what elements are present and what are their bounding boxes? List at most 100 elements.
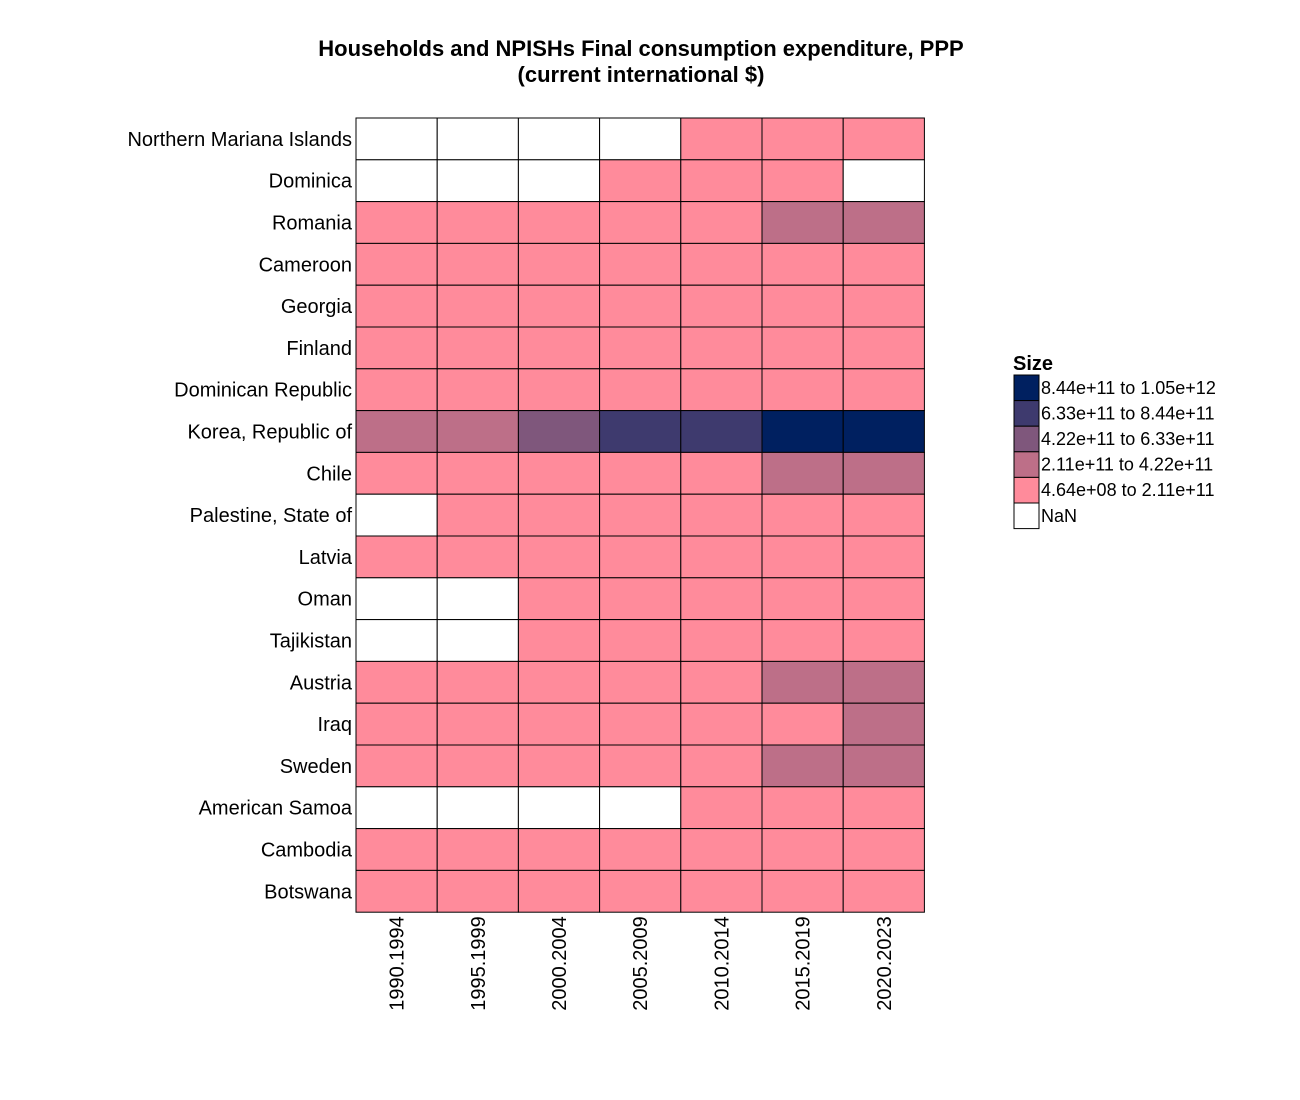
heatmap-cell [599, 660, 682, 704]
heatmap-cell [599, 284, 682, 328]
heatmap-cell [436, 869, 519, 913]
heatmap-cell [436, 368, 519, 412]
heatmap-cell [436, 159, 519, 203]
heatmap-cell [355, 577, 438, 621]
heatmap-cell [436, 619, 519, 662]
heatmap-cell [355, 744, 438, 788]
heatmap-cell [842, 869, 925, 913]
heatmap-cell [436, 117, 519, 161]
heatmap-cell [761, 284, 844, 328]
heatmap-cell [761, 786, 844, 830]
legend-label: 8.44e+11 to 1.05e+12 [1041, 378, 1216, 398]
column-label: 1990.1994 [387, 916, 409, 1011]
heatmap-cell [355, 493, 438, 537]
heatmap-cell [842, 493, 925, 537]
heatmap-cell [436, 577, 519, 621]
heatmap-cell [436, 702, 519, 746]
heatmap-cell [680, 159, 763, 203]
legend-label: NaN [1041, 506, 1077, 526]
heatmap-cell [355, 660, 438, 704]
heatmap-cell [761, 869, 844, 913]
heatmap-cell [517, 326, 601, 370]
row-label: Oman [298, 589, 352, 611]
heatmap-cell [842, 326, 925, 370]
heatmap-cell [517, 786, 601, 830]
heatmap-cell [355, 326, 438, 370]
heatmap-cell [517, 619, 601, 662]
heatmap-cell [599, 159, 682, 203]
row-label: Cameroon [259, 254, 352, 276]
heatmap-cell [680, 828, 763, 871]
legend-label: 4.64e+08 to 2.11e+11 [1041, 480, 1215, 500]
heatmap-cell [680, 535, 763, 579]
column-label: 2005.2009 [630, 916, 652, 1011]
heatmap-cell [517, 744, 601, 788]
heatmap-cell [436, 744, 519, 788]
heatmap-cells [355, 117, 925, 913]
heatmap-cell [355, 535, 438, 579]
heatmap-cell [599, 326, 682, 370]
heatmap-cell [761, 201, 844, 244]
heatmap-cell [599, 451, 682, 495]
heatmap-cell [517, 242, 601, 286]
heatmap-cell [842, 786, 925, 830]
heatmap-cell [599, 786, 682, 830]
row-label: Dominica [269, 171, 353, 193]
legend-items: 8.44e+11 to 1.05e+12 6.33e+11 to 8.44e+11… [1013, 374, 1216, 530]
heatmap-cell [842, 619, 925, 662]
heatmap-cell [842, 702, 925, 746]
heatmap-cell [436, 451, 519, 495]
heatmap-cell [842, 828, 925, 871]
heatmap-cell [842, 117, 925, 161]
heatmap-cell [761, 493, 844, 537]
heatmap-cell [517, 535, 601, 579]
column-label: 2015.2019 [793, 916, 815, 1011]
heatmap-cell [761, 577, 844, 621]
heatmap-cell [517, 117, 601, 161]
row-label: Romania [272, 213, 353, 235]
heatmap-cell [436, 284, 519, 328]
heatmap-cell [517, 201, 601, 244]
heatmap-cell [761, 451, 844, 495]
legend-swatch [1013, 374, 1040, 402]
heatmap-cell [355, 410, 438, 453]
row-label: Latvia [299, 547, 353, 569]
heatmap-cell [761, 744, 844, 788]
heatmap-cell [680, 744, 763, 788]
heatmap-cell [517, 828, 601, 871]
row-label: Tajikistan [270, 631, 352, 653]
heatmap-cell [761, 702, 844, 746]
legend-swatch [1013, 476, 1040, 504]
heatmap-cell [842, 660, 925, 704]
legend: Size 8.44e+11 to 1.05e+12 6.33e+11 to 8.4… [1013, 353, 1216, 530]
heatmap-cell [680, 577, 763, 621]
heatmap-cell [599, 869, 682, 913]
heatmap-cell [680, 493, 763, 537]
row-label: Palestine, State of [190, 505, 353, 527]
heatmap-cell [355, 284, 438, 328]
heatmap-cell [761, 535, 844, 579]
row-label: Korea, Republic of [187, 422, 352, 444]
heatmap-cell [761, 828, 844, 871]
heatmap-cell [355, 159, 438, 203]
heatmap-cell [517, 451, 601, 495]
heatmap-cell [842, 368, 925, 412]
legend-label: 4.22e+11 to 6.33e+11 [1041, 429, 1215, 449]
row-label: Sweden [280, 756, 352, 778]
heatmap-cell [599, 535, 682, 579]
heatmap-cell [355, 117, 438, 161]
heatmap-cell [517, 159, 601, 203]
chart-subtitle: (current international $) [518, 62, 765, 87]
heatmap-cell [761, 326, 844, 370]
heatmap-cell [599, 744, 682, 788]
heatmap-cell [517, 368, 601, 412]
heatmap-cell [355, 451, 438, 495]
legend-swatch [1013, 502, 1040, 530]
heatmap-cell [436, 535, 519, 579]
heatmap-cell [842, 201, 925, 244]
row-label: Northern Mariana Islands [127, 129, 352, 151]
heatmap-cell [599, 619, 682, 662]
heatmap-cell [842, 577, 925, 621]
row-label: Austria [290, 672, 353, 694]
